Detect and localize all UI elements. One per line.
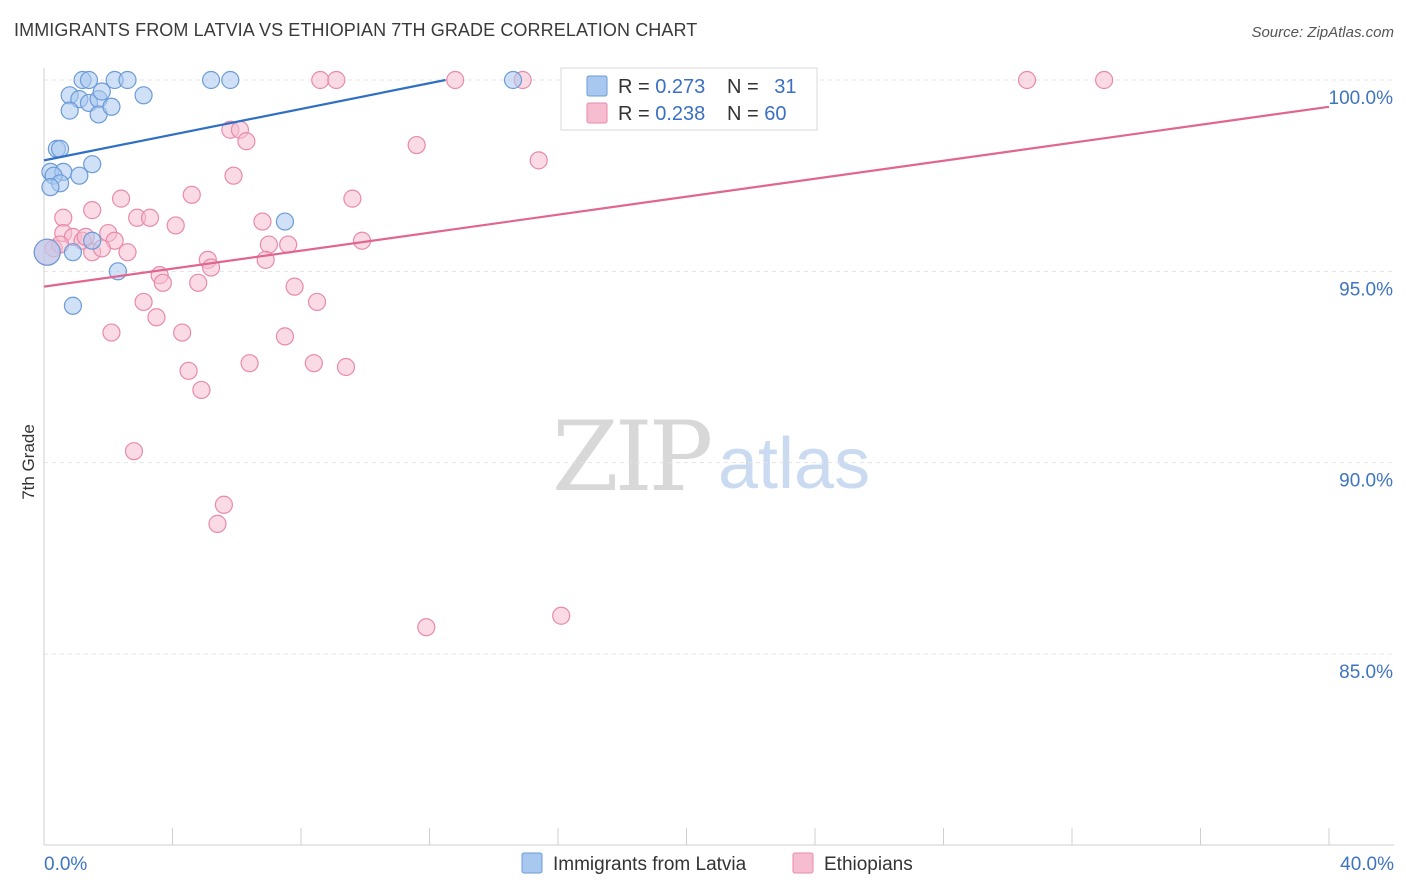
y-axis-title: 7th Grade	[19, 424, 38, 500]
ethiopians-point-48	[275, 327, 295, 346]
x-axis-ticks	[43, 828, 1330, 845]
latvia-points	[33, 70, 523, 315]
ethiopians-point-20	[166, 216, 185, 235]
legend-r-label-1: R =	[618, 76, 655, 98]
x-tick-label-min: 0.0%	[44, 854, 87, 875]
latvia-point-26	[83, 231, 102, 250]
ethiopians-point-11	[529, 151, 548, 170]
ethiopians-trend-line	[43, 105, 1330, 288]
trend-lines	[43, 78, 1330, 288]
legend-n-label-1: N =	[727, 76, 764, 98]
latvia-point-11	[134, 86, 153, 105]
ethiopians-point-57	[417, 618, 436, 637]
series-legend: Immigrants from Latvia Ethiopians	[521, 852, 913, 875]
latvia-point-4	[201, 70, 221, 90]
legend-swatch-ethiopians	[586, 102, 608, 124]
legend-n-label-2: N =	[727, 103, 764, 125]
ethiopians-point-43	[134, 292, 153, 312]
ethiopians-point-9	[237, 132, 256, 151]
latvia-point-18	[83, 155, 102, 174]
ethiopians-point-50	[304, 354, 323, 373]
ethiopians-point-15	[343, 189, 362, 208]
legend-swatch-latvia	[586, 75, 608, 97]
legend-row-2-n: N = 60	[727, 103, 787, 125]
ethiopians-point-2	[446, 70, 465, 90]
latvia-point-30	[33, 238, 61, 266]
legend-r-label-2: R =	[618, 103, 655, 125]
correlation-legend: R = 0.273 N = 31 R = 0.238 N = 60	[560, 67, 818, 131]
legend-r-value-1: 0.273	[655, 76, 705, 98]
ethiopians-point-46	[102, 323, 121, 342]
legend-n-value-1: 31	[774, 76, 796, 98]
series-legend-swatch-ethiopians	[792, 852, 814, 874]
y-tick-label-95: 95.0%	[1339, 279, 1393, 300]
source-label: Source: ZipAtlas.com	[1251, 24, 1394, 41]
watermark-zip: ZIP	[552, 401, 711, 513]
ethiopians-point-29	[259, 235, 278, 254]
series-legend-swatch-latvia	[521, 852, 543, 874]
watermark-atlas: atlas	[718, 424, 870, 504]
ethiopians-point-56	[208, 514, 227, 533]
legend-row-2: R = 0.238	[618, 103, 705, 125]
legend-row-1-n: N = 31	[727, 76, 797, 98]
latvia-point-13	[60, 101, 79, 120]
ethiopians-point-14	[182, 185, 201, 204]
ethiopians-point-6	[1095, 70, 1114, 90]
latvia-point-1	[79, 70, 99, 90]
latvia-point-12	[92, 82, 111, 101]
y-tick-label-100: 100.0%	[1329, 88, 1394, 109]
latvia-point-25	[275, 212, 295, 231]
latvia-point-15	[102, 97, 121, 116]
latvia-point-27	[63, 243, 83, 262]
watermark: ZIP atlas	[552, 401, 870, 513]
x-tick-label-max: 40.0%	[1340, 854, 1394, 875]
series-legend-label-latvia: Immigrants from Latvia	[553, 854, 747, 875]
ethiopians-point-52	[179, 361, 198, 380]
ethiopians-point-19	[140, 208, 160, 227]
legend-n-value-2: 60	[764, 103, 786, 125]
latvia-point-3	[118, 70, 137, 90]
ethiopians-point-28	[118, 243, 137, 262]
ethiopians-points	[33, 70, 1114, 637]
latvia-point-6	[503, 70, 523, 90]
ethiopians-point-49	[240, 354, 259, 373]
latvia-trend-line	[43, 78, 446, 162]
ethiopians-point-47	[173, 323, 192, 342]
latvia-point-21	[70, 166, 89, 185]
ethiopians-point-21	[253, 212, 272, 231]
ethiopians-point-16	[54, 208, 73, 227]
ethiopians-point-13	[111, 189, 131, 208]
ethiopians-point-41	[189, 273, 208, 292]
latvia-point-24	[41, 178, 60, 197]
ethiopians-point-10	[407, 135, 426, 155]
ethiopians-point-42	[285, 277, 304, 296]
ethiopians-point-12	[224, 166, 243, 185]
chart-title: IMMIGRANTS FROM LATVIA VS ETHIOPIAN 7TH …	[14, 20, 698, 40]
latvia-point-29	[63, 296, 83, 315]
ethiopians-point-17	[83, 201, 102, 220]
ethiopians-point-0	[311, 70, 330, 90]
legend-row-1: R = 0.273	[618, 76, 705, 98]
y-tick-label-85: 85.0%	[1339, 662, 1393, 683]
ethiopians-point-58	[552, 606, 571, 625]
ethiopians-point-53	[192, 380, 211, 400]
legend-r-value-2: 0.238	[655, 103, 705, 125]
ethiopians-point-54	[124, 442, 144, 461]
ethiopians-point-1	[327, 70, 346, 90]
ethiopians-point-5	[1017, 70, 1037, 90]
ethiopians-point-51	[336, 357, 356, 377]
latvia-point-17	[50, 139, 70, 158]
latvia-point-5	[221, 70, 240, 90]
series-legend-label-ethiopians: Ethiopians	[824, 854, 913, 875]
y-tick-label-90: 90.0%	[1339, 471, 1393, 492]
ethiopians-point-45	[307, 292, 327, 312]
ethiopians-point-30	[279, 235, 298, 254]
ethiopians-point-44	[147, 308, 166, 327]
y-tick-labels: 85.0% 90.0% 95.0% 100.0%	[1329, 88, 1394, 683]
ethiopians-point-40	[153, 273, 172, 292]
ethiopians-point-55	[214, 495, 233, 514]
